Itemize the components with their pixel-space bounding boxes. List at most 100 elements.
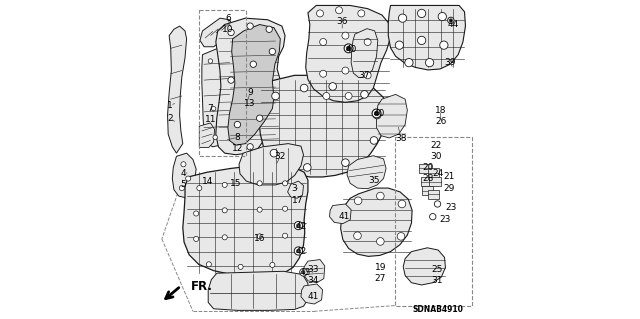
Circle shape — [342, 159, 349, 167]
Circle shape — [257, 207, 262, 212]
Circle shape — [320, 39, 326, 46]
Circle shape — [323, 93, 330, 100]
Circle shape — [196, 186, 202, 191]
Text: 3: 3 — [291, 184, 297, 193]
Text: 28: 28 — [422, 174, 434, 183]
Polygon shape — [428, 190, 440, 199]
Circle shape — [294, 221, 303, 230]
Polygon shape — [347, 156, 386, 189]
Text: 19: 19 — [374, 263, 386, 272]
Polygon shape — [429, 177, 441, 187]
Text: 44: 44 — [448, 20, 459, 29]
Circle shape — [282, 206, 287, 211]
Text: FR.: FR. — [191, 280, 213, 293]
Circle shape — [247, 23, 253, 29]
Text: 23: 23 — [445, 203, 456, 211]
Circle shape — [238, 264, 243, 269]
Circle shape — [266, 26, 273, 33]
Circle shape — [296, 224, 300, 227]
Text: 35: 35 — [368, 176, 380, 185]
Circle shape — [257, 115, 263, 122]
Circle shape — [342, 32, 349, 39]
Text: 41: 41 — [338, 212, 349, 221]
Text: 26: 26 — [435, 117, 446, 126]
Circle shape — [270, 263, 275, 268]
Circle shape — [398, 200, 406, 208]
Text: 16: 16 — [254, 234, 266, 243]
Circle shape — [186, 176, 191, 181]
Text: 39: 39 — [444, 58, 456, 67]
Circle shape — [317, 10, 323, 17]
Circle shape — [222, 235, 227, 240]
Text: 10: 10 — [222, 25, 234, 34]
Polygon shape — [330, 204, 351, 224]
Text: 41: 41 — [307, 292, 319, 300]
Polygon shape — [200, 18, 233, 47]
Circle shape — [213, 135, 218, 139]
Text: 11: 11 — [205, 115, 216, 124]
Circle shape — [429, 213, 436, 220]
Text: 13: 13 — [244, 100, 256, 108]
Circle shape — [370, 137, 378, 144]
Circle shape — [376, 238, 384, 245]
Text: 34: 34 — [307, 276, 319, 285]
Text: 25: 25 — [431, 264, 443, 274]
Circle shape — [397, 233, 405, 240]
Text: 40: 40 — [373, 109, 385, 118]
Text: 21: 21 — [443, 173, 454, 182]
Circle shape — [354, 232, 362, 240]
Circle shape — [449, 19, 452, 22]
Circle shape — [399, 14, 406, 22]
Text: 1: 1 — [167, 101, 173, 110]
Circle shape — [294, 247, 303, 255]
Circle shape — [320, 70, 326, 77]
Polygon shape — [208, 271, 308, 310]
Circle shape — [426, 58, 434, 67]
Text: 27: 27 — [374, 274, 386, 283]
Circle shape — [247, 144, 253, 150]
Text: 24: 24 — [432, 169, 443, 178]
Circle shape — [372, 109, 381, 118]
Circle shape — [282, 181, 287, 186]
Circle shape — [438, 12, 447, 21]
Circle shape — [193, 211, 198, 216]
Text: 15: 15 — [230, 179, 241, 188]
Polygon shape — [172, 153, 196, 197]
Circle shape — [447, 17, 454, 24]
Polygon shape — [301, 284, 323, 304]
Text: 29: 29 — [443, 184, 454, 193]
Polygon shape — [351, 29, 378, 78]
Circle shape — [179, 186, 184, 191]
Polygon shape — [168, 26, 187, 153]
Circle shape — [222, 208, 227, 213]
Text: 33: 33 — [307, 264, 319, 274]
Circle shape — [440, 41, 448, 49]
Text: 23: 23 — [440, 215, 451, 224]
Circle shape — [417, 9, 426, 18]
Polygon shape — [303, 260, 324, 283]
Circle shape — [300, 84, 308, 92]
Text: 14: 14 — [202, 177, 213, 186]
Circle shape — [300, 269, 307, 276]
Circle shape — [376, 192, 384, 200]
Text: SDNAB4910: SDNAB4910 — [412, 305, 463, 314]
Text: 42: 42 — [295, 222, 307, 231]
Circle shape — [211, 107, 216, 111]
Text: 37: 37 — [358, 71, 370, 80]
Text: 18: 18 — [435, 106, 447, 115]
Circle shape — [296, 249, 300, 253]
Circle shape — [435, 201, 441, 207]
Polygon shape — [202, 47, 231, 147]
Text: 43: 43 — [300, 268, 312, 277]
Circle shape — [257, 181, 262, 186]
Polygon shape — [199, 123, 214, 147]
Text: 12: 12 — [232, 144, 243, 153]
Polygon shape — [287, 181, 303, 198]
Circle shape — [250, 61, 257, 67]
Text: 17: 17 — [292, 196, 303, 205]
Text: 31: 31 — [431, 276, 443, 285]
Circle shape — [361, 91, 368, 98]
Polygon shape — [340, 188, 412, 256]
Circle shape — [206, 262, 211, 267]
Circle shape — [269, 48, 276, 55]
